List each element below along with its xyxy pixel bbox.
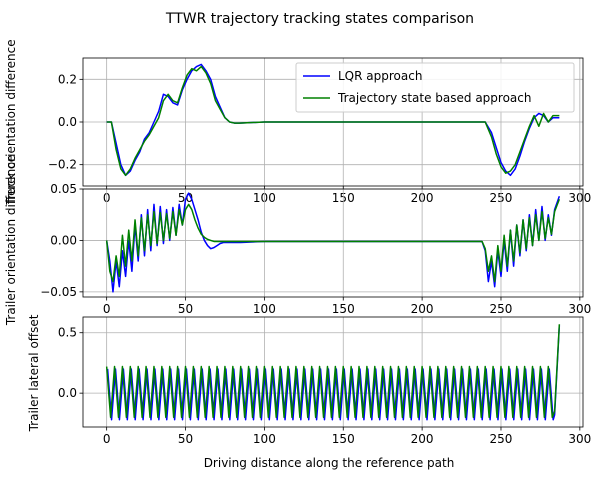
legend-label-trajectory: Trajectory state based approach xyxy=(337,91,531,105)
subplot-2: 0 50 100 150 200 250 300 −0.05 0.00 0.05 Trailer o… xyxy=(4,155,591,326)
series-line-trajectory-2 xyxy=(105,199,561,283)
series-line-lqr-2 xyxy=(105,192,561,293)
subplot-3: 0 50 100 150 200 250 300 0.0 0.5 Trailer lateral … xyxy=(27,314,591,470)
figure-title: TTWR trajectory tracking states comparis… xyxy=(165,11,474,27)
y-axis-label: Trailer lateral offset xyxy=(27,314,41,432)
legend-box xyxy=(295,62,575,113)
x-tick-label: 250 xyxy=(490,432,513,446)
x-tick-label: 300 xyxy=(568,302,591,316)
axes-frame xyxy=(82,188,584,298)
x-axis-label: Driving distance along the reference pat… xyxy=(204,456,455,470)
y-tick-label: 0.00 xyxy=(50,233,77,247)
x-tick-label: 100 xyxy=(253,432,276,446)
series-line-trajectory-3 xyxy=(105,324,561,419)
x-tick-label: 0 xyxy=(103,432,111,446)
y-axis-label: Truck orientation difference xyxy=(4,39,18,205)
x-tick-label: 100 xyxy=(253,302,276,316)
series-line-trajectory-1 xyxy=(106,65,560,177)
y-tick-label: 0.5 xyxy=(58,326,77,340)
x-tick-label: 200 xyxy=(411,432,434,446)
y-tick-label: −0.05 xyxy=(40,285,77,299)
y-tick-label: 0.0 xyxy=(58,386,77,400)
x-tick-label: 50 xyxy=(178,302,193,316)
y-tick-label: 0.05 xyxy=(50,182,77,196)
x-tick-label: 300 xyxy=(568,432,591,446)
x-tick-label: 50 xyxy=(178,432,193,446)
legend-label-lqr: LQR approach xyxy=(338,69,422,83)
y-tick-label: −0.2 xyxy=(48,158,77,172)
x-tick-label: 150 xyxy=(332,302,355,316)
x-tick-label: 0 xyxy=(103,302,111,316)
y-tick-label: 0.2 xyxy=(58,72,77,86)
y-axis-label: Trailer orientation difference xyxy=(4,155,18,326)
y-tick-label: 0.0 xyxy=(58,115,77,129)
series-line-lqr-3 xyxy=(106,325,561,421)
legend: LQR approach Trajectory state based appr… xyxy=(295,62,575,113)
x-tick-label: 250 xyxy=(490,302,513,316)
x-tick-label: 150 xyxy=(332,432,355,446)
axes-frame xyxy=(82,316,584,428)
x-tick-label: 200 xyxy=(411,302,434,316)
